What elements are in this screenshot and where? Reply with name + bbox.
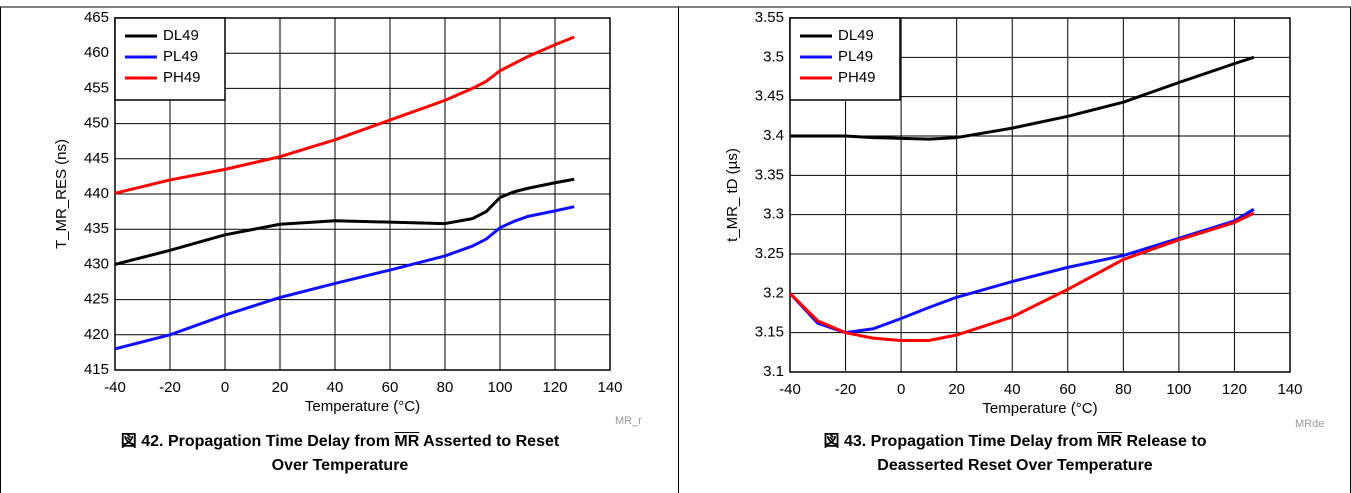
caption-text: Asserted to Reset xyxy=(423,433,560,450)
caption-text: 図 42. xyxy=(120,433,164,450)
y-tick-label: 465 xyxy=(84,9,109,26)
data-line xyxy=(790,55,1255,141)
x-tick-label: -20 xyxy=(159,379,181,396)
y-axis-label: T_MR_RES (ns) xyxy=(53,139,70,249)
legend-label: DL49 xyxy=(163,27,199,44)
caption: 図 43. Propagation Time Delay from MR Rel… xyxy=(715,430,1315,478)
x-tick-label: 60 xyxy=(382,379,399,396)
x-tick-label: 80 xyxy=(1115,381,1132,398)
x-tick-label: 120 xyxy=(542,379,567,396)
y-tick-label: 415 xyxy=(84,361,109,378)
data-line xyxy=(114,205,575,351)
y-tick-label: 3.4 xyxy=(763,127,784,144)
x-tick-label: 100 xyxy=(487,379,512,396)
data-line xyxy=(114,177,575,266)
caption-text: 図 43. xyxy=(823,433,867,450)
y-tick-label: 3.45 xyxy=(755,88,784,105)
caption: 図 42. Propagation Time Delay from MR Ass… xyxy=(40,430,640,478)
plot-frame xyxy=(789,17,1291,373)
x-tick-label: 20 xyxy=(272,379,289,396)
x-tick-label: -40 xyxy=(104,379,126,396)
caption-text: Propagation Time Delay from xyxy=(167,433,390,450)
y-tick-label: 425 xyxy=(84,291,109,308)
y-tick-label: 450 xyxy=(84,115,109,132)
caption-text: MR xyxy=(1097,433,1122,450)
legend-label: PH49 xyxy=(163,69,201,86)
data-line xyxy=(788,211,1255,343)
y-tick-label: 3.2 xyxy=(763,284,784,301)
figure-note: MR_r xyxy=(615,415,642,427)
y-tick-label: 3.1 xyxy=(763,363,784,380)
x-tick-label: 60 xyxy=(1059,381,1076,398)
x-tick-label: 140 xyxy=(1277,381,1302,398)
y-tick-label: 445 xyxy=(84,150,109,167)
data-line xyxy=(788,207,1255,335)
y-axis-label: t_MR_ tD (µs) xyxy=(724,148,741,242)
y-tick-label: 3.3 xyxy=(763,206,784,223)
x-axis-label: Temperature (°C) xyxy=(982,400,1097,417)
legend-label: PL49 xyxy=(838,48,873,65)
x-tick-label: 120 xyxy=(1222,381,1247,398)
caption-text: Propagation Time Delay from xyxy=(870,433,1093,450)
plot-frame xyxy=(114,17,611,371)
x-tick-label: -40 xyxy=(779,381,801,398)
y-tick-label: 3.25 xyxy=(755,245,784,262)
legend-label: DL49 xyxy=(838,27,874,44)
x-tick-label: -20 xyxy=(835,381,857,398)
x-tick-label: 140 xyxy=(597,379,622,396)
y-tick-label: 435 xyxy=(84,220,109,237)
legend-label: PH49 xyxy=(838,69,876,86)
y-tick-label: 3.15 xyxy=(755,324,784,341)
figure-note: MRde xyxy=(1295,418,1324,430)
y-tick-label: 420 xyxy=(84,326,109,343)
y-tick-label: 430 xyxy=(84,255,109,272)
x-axis-label: Temperature (°C) xyxy=(305,398,420,415)
y-tick-label: 455 xyxy=(84,79,109,96)
y-tick-label: 440 xyxy=(84,185,109,202)
y-tick-label: 3.35 xyxy=(755,166,784,183)
legend-label: PL49 xyxy=(163,48,198,65)
x-tick-label: 40 xyxy=(1004,381,1021,398)
caption-text: Deasserted Reset Over Temperature xyxy=(877,457,1153,474)
y-tick-label: 3.5 xyxy=(763,48,784,65)
data-line xyxy=(114,35,575,195)
y-tick-label: 460 xyxy=(84,44,109,61)
caption-text: Over Temperature xyxy=(271,457,409,474)
x-tick-label: 100 xyxy=(1166,381,1191,398)
y-tick-label: 3.55 xyxy=(755,9,784,26)
x-tick-label: 40 xyxy=(327,379,344,396)
x-tick-label: 0 xyxy=(221,379,229,396)
legend-box xyxy=(789,17,901,101)
caption-text: Release to xyxy=(1126,433,1207,450)
legend-box xyxy=(114,17,226,101)
x-tick-label: 80 xyxy=(437,379,454,396)
caption-text: MR xyxy=(394,433,420,450)
x-tick-label: 20 xyxy=(948,381,965,398)
x-tick-label: 0 xyxy=(897,381,905,398)
